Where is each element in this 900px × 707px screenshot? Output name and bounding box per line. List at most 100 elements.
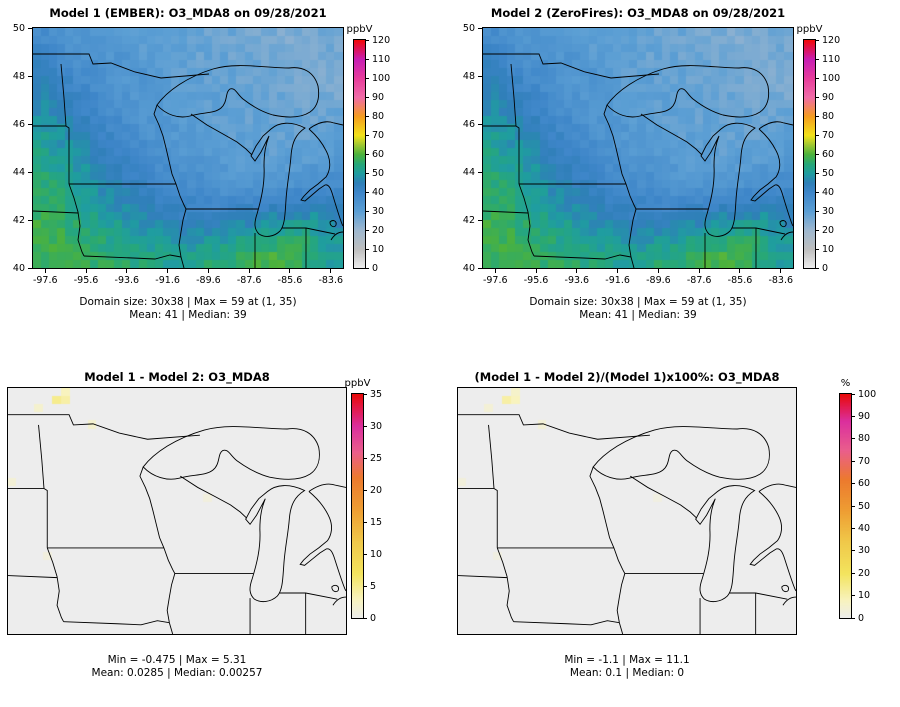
- x-axis-tick-label: -83.6: [768, 275, 794, 286]
- colorbar-tick-mark: [363, 521, 367, 523]
- colorbar-tick-label: 120: [372, 34, 391, 46]
- x-axis-tick-label: -97.6: [32, 275, 58, 286]
- panel-title: Model 2 (ZeroFires): O3_MDA8 on 09/28/20…: [490, 6, 786, 20]
- colorbar-tick-label: 80: [372, 110, 385, 122]
- colorbar-tick-mark: [363, 489, 367, 491]
- colorbar-tick-mark: [815, 210, 819, 212]
- colorbar-tick-label: 70: [372, 129, 385, 141]
- stats-line2: Mean: 41 | Median: 39: [129, 309, 247, 321]
- stats-line1: Domain size: 30x38 | Max = 59 at (1, 35): [79, 296, 297, 308]
- y-axis-tick-mark: [478, 219, 482, 221]
- x-axis-tick-label: -95.6: [523, 275, 549, 286]
- panel-percent-difference: (Model 1 - Model 2)/(Model 1)x100%: O3_M…: [450, 358, 900, 707]
- colorbar-tick-mark: [851, 460, 855, 462]
- x-axis-tick-mark: [44, 269, 46, 273]
- colorbar-tick-mark: [365, 191, 369, 193]
- y-axis-tick-mark: [478, 267, 482, 269]
- colorbar-tick-mark: [815, 96, 819, 98]
- y-axis-tick-mark: [28, 171, 32, 173]
- x-axis-tick-mark: [494, 269, 496, 273]
- x-axis-tick-label: -87.6: [236, 275, 262, 286]
- panel-title: Model 1 (EMBER): O3_MDA8 on 09/28/2021: [49, 6, 327, 20]
- colorbar-tick-label: 5: [370, 580, 377, 592]
- colorbar-tick-mark: [815, 267, 819, 269]
- y-axis-tick-label: 46: [12, 118, 25, 130]
- colorbar-tick-mark: [851, 438, 855, 440]
- x-axis-tick-mark: [698, 269, 700, 273]
- x-axis-tick-label: -93.6: [114, 275, 140, 286]
- y-axis-tick-label: 48: [462, 70, 475, 82]
- colorbar-tick-label: 10: [372, 243, 385, 255]
- colorbar-tick-label: 50: [858, 500, 871, 512]
- panel-difference: Model 1 - Model 2: O3_MDA8 ppbV 0 5 10 15 20…: [0, 358, 450, 707]
- x-axis-tick-mark: [535, 269, 537, 273]
- colorbar-tick-mark: [363, 553, 367, 555]
- colorbar-tick-label: 10: [370, 548, 383, 560]
- x-axis-tick-mark: [289, 269, 291, 273]
- colorbar-tick-label: 35: [370, 388, 383, 400]
- colorbar-tick-mark: [815, 191, 819, 193]
- y-axis-tick-label: 46: [462, 118, 475, 130]
- colorbar-tick-mark: [851, 550, 855, 552]
- colorbar-tick-label: 10: [858, 590, 871, 602]
- y-axis-tick-mark: [28, 27, 32, 29]
- colorbar-tick-label: 15: [370, 516, 383, 528]
- colorbar-tick-label: 90: [372, 91, 385, 103]
- x-axis-tick-mark: [85, 269, 87, 273]
- colorbar-tick-label: 10: [822, 243, 835, 255]
- x-axis-tick-mark: [617, 269, 619, 273]
- x-axis-tick-mark: [657, 269, 659, 273]
- map-plot: [32, 27, 344, 269]
- colorbar-tick-label: 0: [370, 612, 377, 624]
- y-axis-tick-label: 44: [12, 166, 25, 178]
- colorbar-tick-label: 90: [858, 410, 871, 422]
- colorbar-tick-label: 40: [822, 186, 835, 198]
- map-outlines: [8, 414, 346, 634]
- y-axis-tick-label: 50: [462, 22, 475, 34]
- y-axis-tick-label: 48: [12, 70, 25, 82]
- x-axis-tick-label: -83.6: [318, 275, 344, 286]
- colorbar-tick-mark: [815, 248, 819, 250]
- stats-line2: Mean: 0.0285 | Median: 0.00257: [91, 667, 263, 679]
- colorbar-tick-label: 80: [858, 433, 871, 445]
- colorbar-tick-label: 30: [858, 545, 871, 557]
- stats-line2: Mean: 0.1 | Median: 0: [569, 667, 685, 679]
- colorbar-tick-mark: [365, 210, 369, 212]
- colorbar-gradient: [839, 393, 852, 619]
- x-axis-tick-mark: [330, 269, 332, 273]
- colorbar-tick-mark: [815, 115, 819, 117]
- colorbar-tick-label: 0: [858, 612, 865, 624]
- x-axis-tick-mark: [207, 269, 209, 273]
- colorbar-tick-mark: [363, 393, 367, 395]
- colorbar-gradient: [803, 39, 816, 269]
- colorbar-tick-label: 70: [858, 455, 871, 467]
- colorbar-tick-mark: [815, 39, 819, 41]
- map-plot: [482, 27, 794, 269]
- colorbar-tick-mark: [365, 77, 369, 79]
- colorbar-tick-mark: [815, 77, 819, 79]
- colorbar-tick-label: 0: [822, 262, 829, 274]
- x-axis-tick-mark: [248, 269, 250, 273]
- colorbar-tick-mark: [363, 585, 367, 587]
- colorbar-tick-mark: [851, 617, 855, 619]
- x-axis-tick-label: -91.6: [605, 275, 630, 286]
- map-plot: [457, 387, 797, 635]
- colorbar-tick-mark: [851, 483, 855, 485]
- colorbar-tick-mark: [365, 267, 369, 269]
- colorbar-tick-mark: [365, 115, 369, 117]
- map-outlines: [33, 53, 343, 268]
- y-axis-tick-mark: [28, 219, 32, 221]
- y-axis-tick-mark: [28, 267, 32, 269]
- colorbar-tick-mark: [365, 172, 369, 174]
- colorbar-tick-mark: [851, 393, 855, 395]
- colorbar-tick-label: 30: [370, 420, 383, 432]
- colorbar-tick-label: 40: [858, 522, 871, 534]
- panel-model1: Model 1 (EMBER): O3_MDA8 on 09/28/2021 -…: [0, 0, 450, 349]
- colorbar-tick-mark: [365, 153, 369, 155]
- colorbar-tick-mark: [363, 617, 367, 619]
- colorbar-tick-label: 90: [822, 91, 835, 103]
- x-axis-tick-label: -89.6: [196, 275, 221, 286]
- stats-line2: Mean: 41 | Median: 39: [579, 309, 697, 321]
- colorbar-tick-label: 30: [372, 205, 385, 217]
